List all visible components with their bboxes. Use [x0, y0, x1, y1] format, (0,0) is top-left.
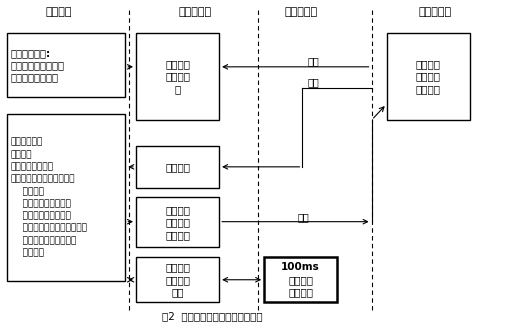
Text: 前台任务: 前台任务 — [45, 7, 72, 17]
Text: 定时事件: 定时事件 — [165, 275, 190, 285]
Text: 参数: 参数 — [307, 56, 319, 66]
Text: 后台任务２: 后台任务２ — [417, 7, 450, 17]
Text: 数据信息: 数据信息 — [165, 217, 190, 227]
Text: 各回路充放电回环控制: 各回路充放电回环控制 — [11, 236, 76, 245]
Text: 过程（定时器）启停控制：: 过程（定时器）启停控制： — [11, 175, 75, 184]
Bar — [136, 198, 219, 248]
Text: 100ms: 100ms — [281, 262, 320, 272]
Text: 控制标志: 控制标志 — [165, 162, 190, 172]
Bar — [386, 33, 469, 120]
Text: 开关控制: 开关控制 — [11, 187, 44, 196]
Text: 图2  系统任务、通信与调度示意图: 图2 系统任务、通信与调度示意图 — [162, 311, 263, 321]
Bar — [136, 33, 219, 120]
Bar — [7, 33, 125, 98]
Text: 后台任务１: 后台任务１ — [284, 7, 317, 17]
Text: 各回路时间累计、数据记录: 各回路时间累计、数据记录 — [11, 224, 87, 233]
Bar — [7, 114, 125, 281]
Text: 收发中断: 收发中断 — [415, 72, 440, 82]
Text: 键盘扫描: 键盘扫描 — [11, 150, 32, 159]
Text: 定时中断: 定时中断 — [288, 275, 313, 285]
Text: 故障报警: 故障报警 — [11, 248, 44, 257]
Text: 各回路定时计算存储: 各回路定时计算存储 — [11, 211, 71, 220]
Text: 标志: 标志 — [171, 287, 183, 297]
Text: 表: 表 — [174, 84, 180, 94]
Text: 处理任务: 处理任务 — [288, 287, 313, 297]
Text: 控制参数: 控制参数 — [165, 72, 190, 82]
Bar — [136, 257, 219, 302]
Bar — [136, 146, 219, 188]
Text: 定时器及: 定时器及 — [165, 262, 190, 272]
Text: 例行数据采集处理: 例行数据采集处理 — [11, 162, 54, 171]
Text: 辅助自检、初始化及: 辅助自检、初始化及 — [11, 60, 65, 70]
Text: 映像缓存: 映像缓存 — [165, 230, 190, 240]
Text: 主控调度程序: 主控调度程序 — [11, 138, 43, 147]
Text: 控制参数修改设置: 控制参数修改设置 — [11, 73, 59, 83]
Text: 启动管理任务:: 启动管理任务: — [11, 48, 51, 58]
Text: 命令: 命令 — [307, 77, 319, 87]
Text: 运行状态: 运行状态 — [165, 205, 190, 215]
Bar — [264, 257, 337, 302]
Text: 任务间通信: 任务间通信 — [178, 7, 211, 17]
Text: 处理任务: 处理任务 — [415, 84, 440, 94]
Text: 串行通信: 串行通信 — [415, 59, 440, 69]
Text: 各回路数据状态显示: 各回路数据状态显示 — [11, 199, 71, 208]
Text: 状态: 状态 — [297, 213, 309, 223]
Text: 产品工艺: 产品工艺 — [165, 59, 190, 69]
